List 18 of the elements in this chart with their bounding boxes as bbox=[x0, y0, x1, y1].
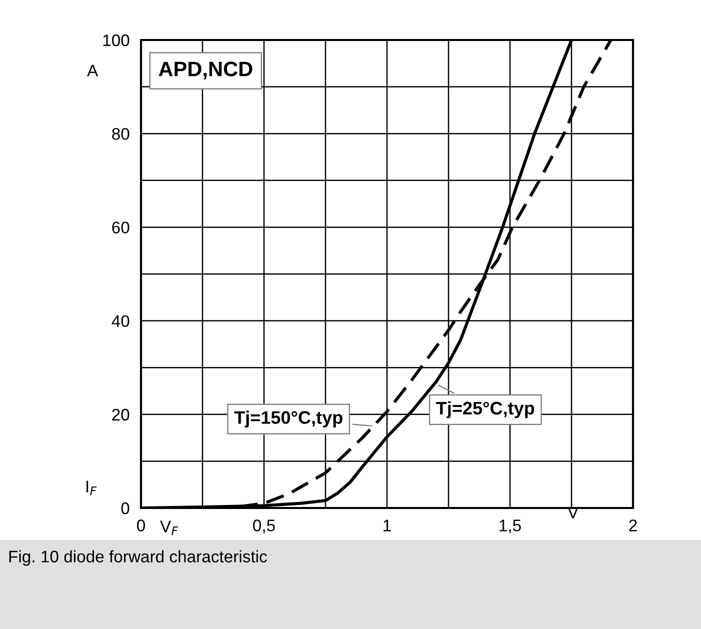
y-tick-label: 100 bbox=[103, 34, 130, 46]
y-tick-label: 20 bbox=[112, 408, 130, 421]
series-label: Tj=150°C,typ bbox=[234, 410, 342, 428]
x-tick-label: 0,5 bbox=[253, 520, 275, 534]
x-tick-label: 1,5 bbox=[500, 520, 521, 534]
x-tick-label: 2 bbox=[629, 520, 637, 532]
y-tick-label: 60 bbox=[112, 222, 130, 234]
annotation: APD,NCD bbox=[158, 62, 252, 80]
caption: Fig. 10 diode forward characteristic bbox=[9, 550, 267, 566]
x-tick-label: 0 bbox=[137, 520, 145, 532]
y-tick-label: 80 bbox=[112, 128, 130, 140]
y-tick-label: 0 bbox=[121, 502, 130, 514]
y-axis-title: I$_{F}$ bbox=[86, 480, 97, 496]
y-tick-label: 40 bbox=[112, 315, 130, 328]
text: A bbox=[87, 64, 98, 76]
x-axis-title: V$_{F}$ bbox=[160, 520, 178, 536]
x-tick-label: 1 bbox=[384, 520, 391, 532]
series-label: Tj=25°C,typ bbox=[436, 401, 534, 418]
